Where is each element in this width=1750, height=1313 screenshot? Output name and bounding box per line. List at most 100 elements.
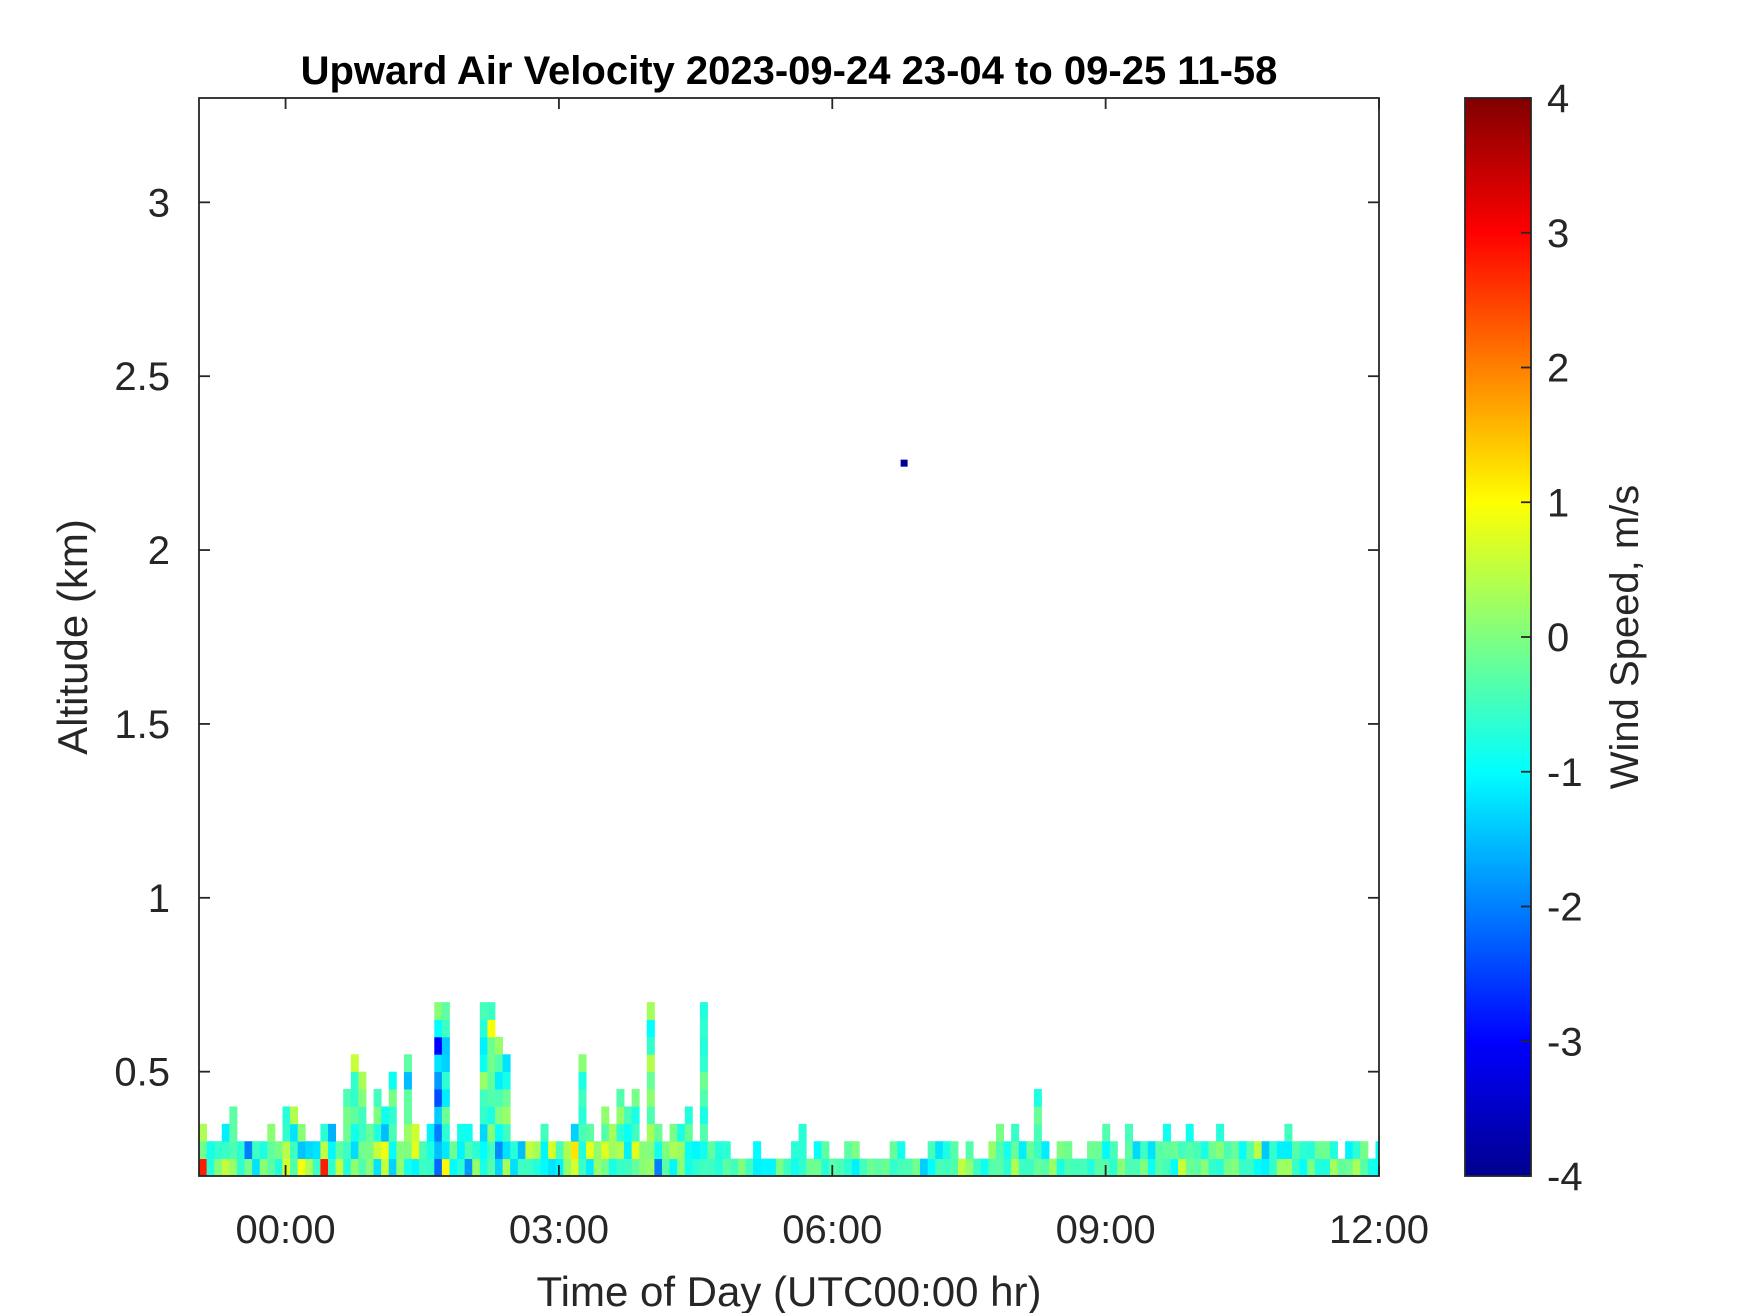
heatmap-cell [290,1158,299,1176]
heatmap-cell [495,1089,504,1107]
heatmap-cell [707,1141,716,1160]
heatmap-cell [1071,1158,1080,1176]
heatmap-cell [1049,1158,1058,1176]
heatmap-cell [1254,1158,1263,1176]
heatmap-cell [419,1141,428,1160]
heatmap-cell [950,1158,959,1176]
heatmap-cell [388,1106,397,1125]
x-tick-label: 06:00 [782,1208,882,1252]
heatmap-cell [441,1158,450,1176]
heatmap-cell [487,1054,496,1073]
heatmap-cell [699,1141,708,1160]
colorbar-tick-label: -2 [1547,886,1583,930]
heatmap-cell [631,1123,640,1142]
heatmap-cell [244,1158,253,1176]
heatmap-cell [214,1141,223,1160]
heatmap-cell [677,1158,686,1176]
heatmap-cell [608,1123,617,1142]
heatmap-cell [403,1071,412,1090]
heatmap-cell [365,1141,374,1160]
heatmap-cell [1223,1158,1232,1176]
heatmap-cell [616,1141,625,1160]
heatmap-cell [874,1158,883,1176]
heatmap-cell [343,1123,352,1142]
heatmap-cell [882,1158,891,1176]
heatmap-cell [343,1141,352,1160]
heatmap-cell [1329,1158,1338,1176]
heatmap-cell [646,1036,655,1055]
heatmap-cell [1087,1158,1096,1176]
heatmap-cell [684,1158,693,1176]
heatmap-cell [274,1158,283,1176]
heatmap-cell [1345,1141,1354,1160]
heatmap-point [900,459,908,467]
heatmap-cell [1041,1141,1050,1160]
heatmap-cell [472,1158,481,1176]
heatmap-cell [920,1158,929,1176]
heatmap-cell [510,1141,519,1160]
heatmap-cell [259,1141,268,1160]
colorbar-tick-label: 4 [1547,77,1569,121]
heatmap-cell [312,1158,321,1176]
heatmap-cell [1208,1141,1217,1160]
heatmap-cell [904,1158,913,1176]
heatmap-cell [1238,1141,1247,1160]
heatmap-cell [578,1106,587,1125]
heatmap-cell [388,1158,397,1176]
heatmap-cell [441,1141,450,1160]
heatmap-cell [646,1019,655,1038]
heatmap-cell [639,1141,648,1160]
heatmap-cell [593,1158,602,1176]
heatmap-cell [570,1141,579,1160]
heatmap-cell [699,1036,708,1055]
heatmap-cell [441,1036,450,1055]
heatmap-cell [1140,1158,1149,1176]
heatmap-cell [722,1158,731,1176]
heatmap-cell [1314,1141,1323,1160]
heatmap-cell [525,1158,534,1176]
heatmap-cell [654,1158,663,1176]
heatmap-cell [350,1123,359,1142]
heatmap-cell [1292,1141,1300,1160]
heatmap-cell [935,1158,944,1176]
heatmap-cell [980,1158,989,1176]
heatmap-cell [532,1141,541,1160]
heatmap-cell [995,1123,1004,1142]
heatmap-cell [1147,1141,1156,1160]
heatmap-cell [1162,1158,1171,1176]
colorbar-axis: -4 -3 -2 -1 0 1 2 3 4 [1521,77,1583,1199]
heatmap-cell [358,1158,367,1176]
heatmap-cell [1307,1158,1316,1176]
heatmap-cell [335,1141,344,1160]
heatmap-cell [1094,1141,1103,1160]
heatmap-cell [646,1089,655,1107]
heatmap-cell [221,1141,230,1160]
heatmap-cell [570,1123,579,1142]
heatmap-cell [1033,1141,1042,1160]
heatmap-cell [775,1158,784,1176]
heatmap-cell [707,1158,716,1176]
heatmap-cell [441,1071,450,1090]
heatmap-cell [350,1071,359,1090]
heatmap-cell [502,1106,511,1125]
heatmap-cell [1307,1141,1316,1160]
heatmap-cell [206,1158,215,1176]
heatmap-cell [601,1158,610,1176]
heatmap-cell [578,1123,587,1142]
heatmap-cell [403,1123,412,1142]
heatmap-cell [1322,1141,1331,1160]
heatmap-cell [328,1123,337,1142]
heatmap-cell [221,1123,230,1142]
heatmap-cell [487,1106,496,1125]
heatmap-cell [199,1123,207,1142]
heatmap-cell [1216,1141,1225,1160]
heatmap-cell [320,1158,329,1176]
heatmap-cell [373,1106,382,1125]
heatmap-cell [487,1019,496,1038]
heatmap-cell [495,1123,504,1142]
heatmap-cell [1033,1123,1042,1142]
heatmap-cell [593,1141,602,1160]
heatmap-cell [487,1089,496,1107]
heatmap-cell [350,1141,359,1160]
heatmap-cell [1223,1141,1232,1160]
